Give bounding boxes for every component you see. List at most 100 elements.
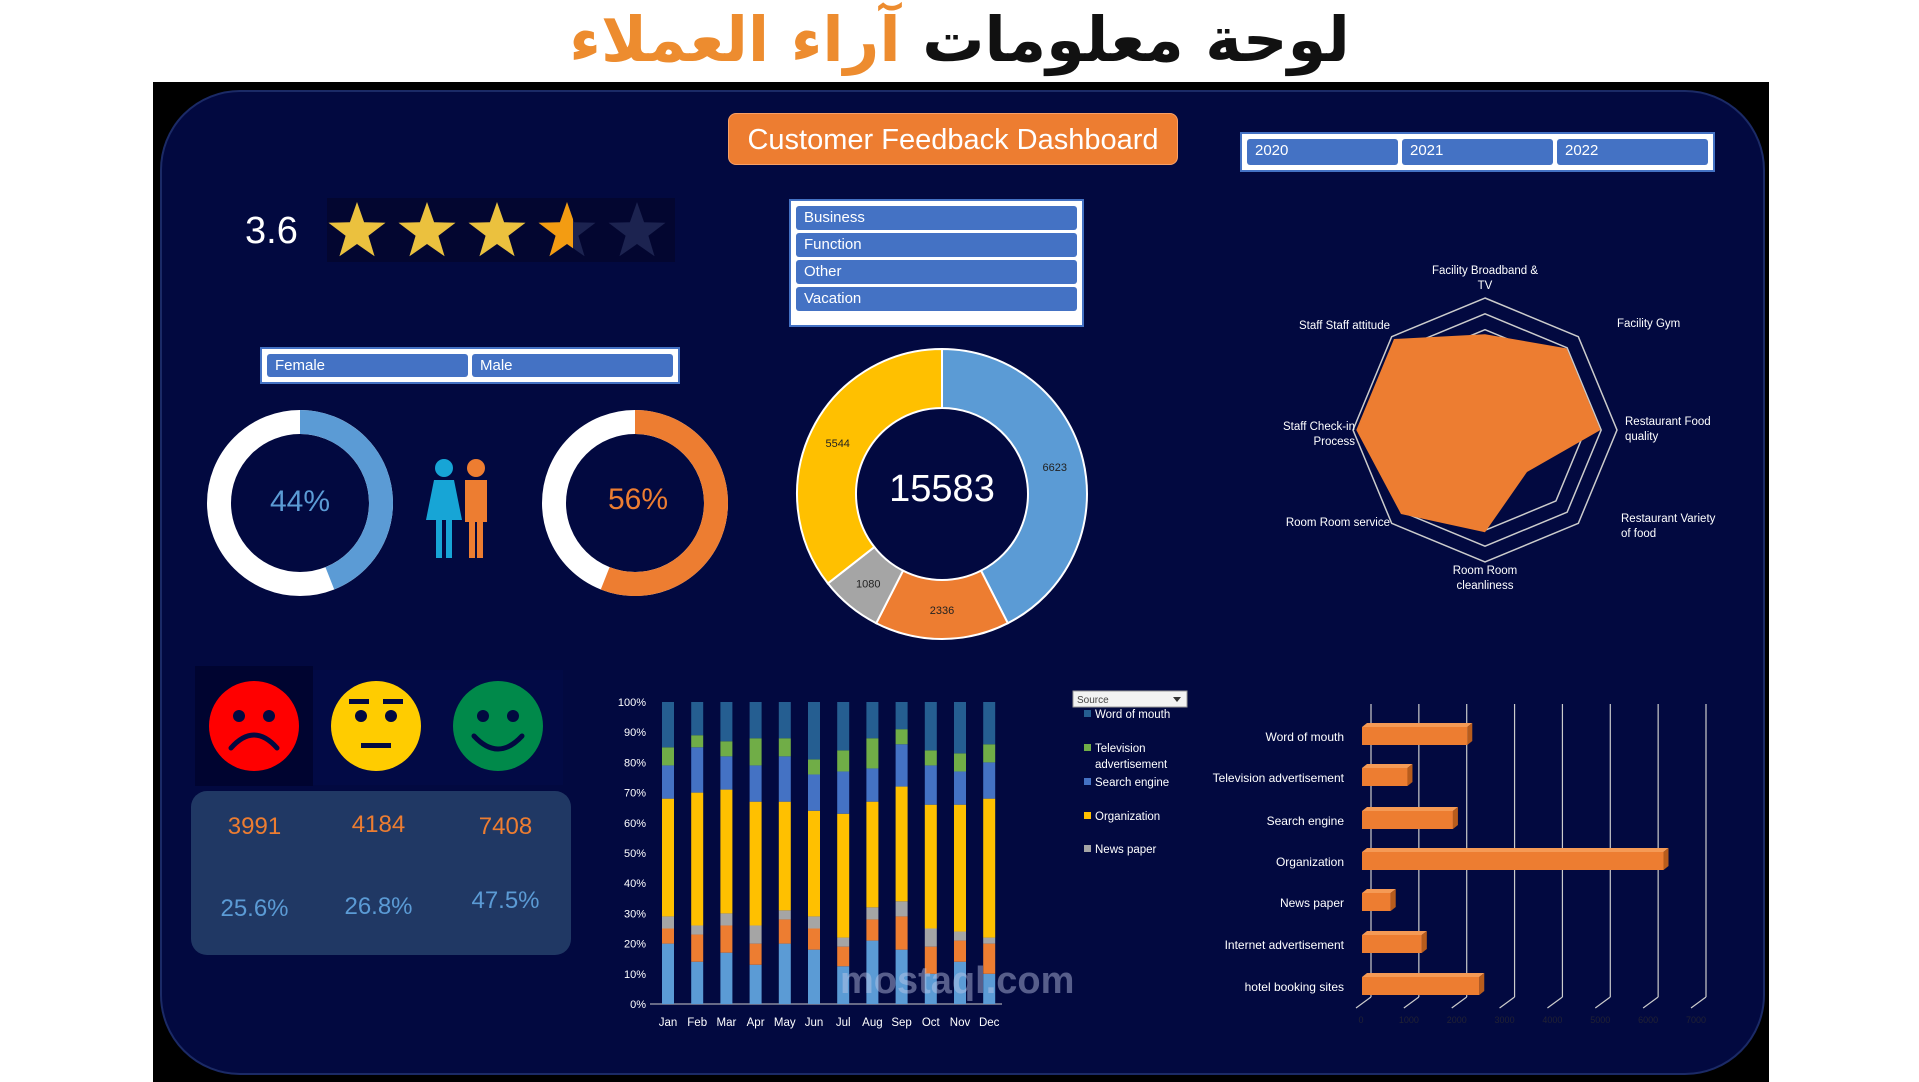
legend-title: Source [1077, 695, 1109, 706]
eye [507, 710, 519, 722]
bar-top [1362, 973, 1485, 977]
x-tick-label: Jul [836, 1017, 851, 1029]
bar-side [1452, 807, 1458, 829]
star-filled-icon [398, 202, 456, 257]
stacked-bar-segment [837, 702, 850, 751]
line: TV [1478, 280, 1493, 292]
female-person-icon [426, 459, 462, 558]
purpose-other[interactable]: Other [796, 260, 1077, 284]
stacked-bar-segment [866, 738, 879, 769]
slice-label: 6623 [1043, 462, 1067, 474]
x-tick-label: Mar [716, 1017, 736, 1029]
brow [383, 699, 403, 704]
stacked-bar-segment [662, 702, 674, 748]
bar-category-label: Television advertisement [1213, 771, 1345, 785]
radar-axis-label: Facility Broadband & TV [1432, 265, 1538, 292]
legend-swatch [1084, 845, 1091, 852]
year-2021[interactable]: 2021 [1402, 139, 1553, 165]
neutral-percent: 26.8% [344, 893, 413, 920]
legend-label: Word of mouth [1095, 709, 1170, 721]
x-tick-label: 3000 [1495, 1015, 1515, 1025]
gender-male[interactable]: Male [472, 354, 673, 377]
face [453, 681, 543, 771]
stacked-bar-segment [662, 798, 674, 917]
stacked-bar-segment [691, 792, 704, 926]
grid-line [1451, 996, 1468, 1009]
stacked-bar-segment [866, 702, 879, 739]
star-filled-icon [538, 202, 573, 257]
y-tick-label: 10% [624, 969, 646, 981]
stacked-bar-segment [720, 702, 733, 742]
stacked-bar-segment [954, 771, 966, 805]
bar-category-label: News paper [1280, 896, 1344, 910]
eye [355, 710, 367, 722]
y-tick-label: 80% [624, 757, 646, 769]
radar-axis-label: Staff Check-in Process [1283, 421, 1355, 448]
legend-swatch [1084, 778, 1091, 785]
radar-area [1356, 334, 1601, 533]
stacked-bar-segment [983, 943, 996, 974]
stacked-bar-segment [691, 702, 704, 736]
rating-value: 3.6 [245, 210, 298, 252]
bar-category-label: Word of mouth [1266, 730, 1344, 744]
purpose-function[interactable]: Function [796, 233, 1077, 257]
line: Staff Check-in [1283, 421, 1355, 433]
eye [263, 710, 275, 722]
stacked-bar-segment [954, 702, 966, 754]
stacked-bar-segment [866, 940, 879, 1004]
stacked-bar-segment [895, 702, 908, 730]
stacked-bar-segment [983, 798, 996, 938]
stacked-bar-segment [954, 753, 966, 772]
horizontal-bar [1362, 727, 1468, 745]
stacked-bar-segment [866, 907, 879, 920]
face [331, 681, 421, 771]
y-tick-label: 50% [624, 848, 646, 860]
stacked-bar-segment [895, 901, 908, 917]
radar-axis-label: Room Room service [1286, 517, 1390, 529]
male-percent: 56% [607, 483, 669, 516]
purpose-business[interactable]: Business [796, 206, 1077, 230]
stacked-bar-segment [924, 702, 937, 751]
stacked-bar-segment [808, 928, 820, 950]
stacked-bar-segment [983, 973, 996, 1004]
stacked-bar-segment [778, 702, 791, 739]
stacked-bar-segment [837, 813, 850, 938]
x-tick-label: Feb [687, 1017, 707, 1029]
horizontal-bar [1362, 935, 1422, 953]
horizontal-bar [1362, 852, 1664, 870]
grid-line [1355, 996, 1372, 1009]
bar-side [1663, 848, 1669, 870]
year-2022[interactable]: 2022 [1557, 139, 1708, 165]
line: Restaurant Variety [1621, 513, 1716, 525]
horizontal-bar [1362, 977, 1480, 995]
stacked-bar-segment [808, 759, 820, 775]
bar-category-label: Internet advertisement [1225, 938, 1345, 952]
stacked-bar-segment [924, 804, 937, 929]
stacked-bar-segment [808, 774, 820, 811]
x-tick-label: Apr [747, 1017, 765, 1029]
female-percent: 44% [269, 485, 331, 518]
face [209, 681, 299, 771]
neutral-count: 4184 [351, 811, 406, 838]
stacked-bar-segment [983, 762, 996, 799]
radar-axis-label: Restaurant Food quality [1625, 416, 1711, 443]
legend-swatch [1084, 812, 1091, 819]
x-tick-label: 7000 [1686, 1015, 1706, 1025]
purpose-vacation[interactable]: Vacation [796, 287, 1077, 311]
head [467, 459, 485, 477]
bar-top [1362, 764, 1413, 768]
legend-source-dropdown [1072, 690, 1188, 708]
stacked-bar-segment [778, 801, 791, 911]
gender-female[interactable]: Female [267, 354, 468, 377]
year-2020[interactable]: 2020 [1247, 139, 1398, 165]
happy-percent: 47.5% [471, 887, 540, 914]
y-tick-label: 100% [618, 697, 646, 709]
stacked-bar-segment [749, 801, 762, 926]
sentiment-stats: 3991 4184 7408 25.6% 26.8% 47.5% [191, 791, 571, 955]
stacked-bar-segment [691, 961, 704, 1004]
horizontal-bar [1362, 768, 1408, 786]
neutral-face-icon [331, 681, 421, 771]
line: of food [1621, 528, 1656, 540]
stacked-bar-segment [691, 747, 704, 793]
stacked-bar-segment [924, 973, 937, 1004]
